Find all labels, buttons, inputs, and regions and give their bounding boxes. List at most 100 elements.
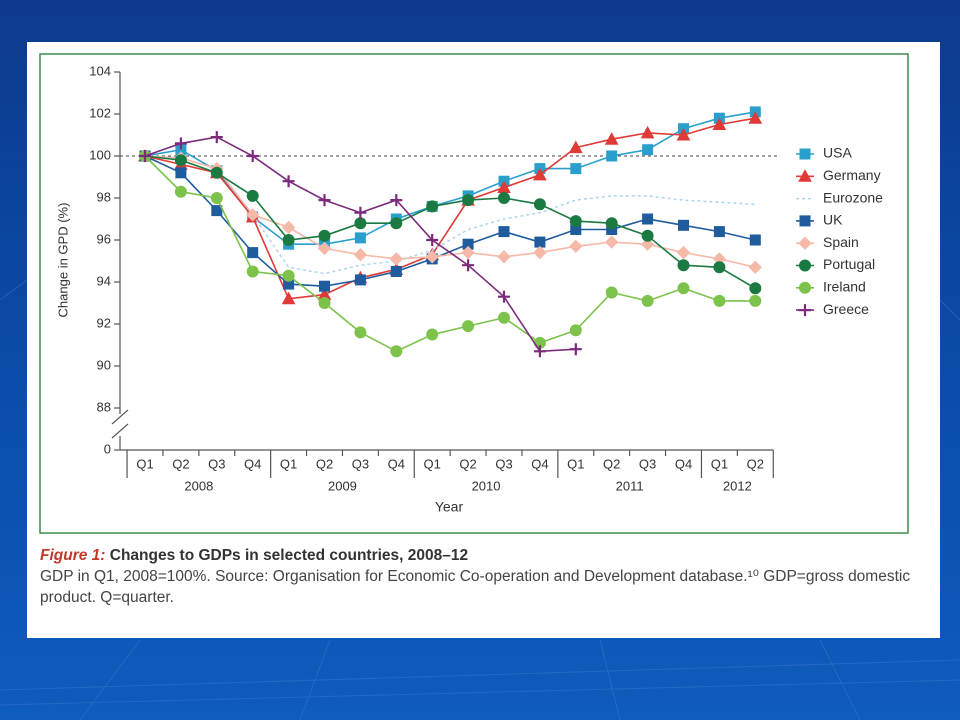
- point: [425, 250, 439, 264]
- point: [604, 235, 619, 249]
- point: [498, 290, 510, 303]
- point: [390, 266, 402, 277]
- point: [354, 274, 366, 286]
- point: [246, 150, 259, 162]
- x-tick-label: Q2: [172, 456, 189, 471]
- point: [713, 261, 726, 274]
- point: [749, 282, 762, 295]
- series-line: [144, 155, 756, 353]
- point: [319, 280, 330, 292]
- x-tick-label: Q1: [567, 456, 584, 471]
- legend-marker: [799, 259, 811, 272]
- point: [246, 265, 259, 278]
- y-tick-label: 102: [89, 105, 111, 120]
- point: [569, 324, 582, 337]
- point: [281, 220, 296, 235]
- point: [174, 185, 187, 198]
- x-tick-label: Q4: [244, 456, 261, 471]
- x-tick-label: Q3: [639, 456, 656, 471]
- legend-marker: [799, 281, 811, 294]
- legend-marker: [798, 169, 812, 182]
- point: [354, 326, 367, 339]
- x-tick-label: Q2: [316, 456, 333, 471]
- point: [533, 345, 546, 358]
- legend-label: USA: [823, 145, 852, 161]
- x-axis-label: Year: [435, 499, 464, 515]
- point: [210, 192, 223, 204]
- x-tick-label: Q3: [208, 456, 225, 471]
- series-line: [144, 111, 756, 245]
- point: [462, 320, 475, 333]
- point: [318, 229, 331, 242]
- legend-marker: [799, 215, 811, 227]
- year-label: 2010: [472, 478, 501, 493]
- point: [498, 226, 510, 238]
- x-tick-label: Q3: [495, 456, 512, 471]
- point: [498, 192, 510, 204]
- legend-label: Germany: [823, 167, 881, 183]
- point: [139, 150, 151, 162]
- caption-label: Figure 1:: [40, 547, 106, 564]
- x-tick-label: Q1: [711, 456, 728, 471]
- series-line: [144, 117, 756, 300]
- point: [534, 236, 546, 248]
- legend-label: Portugal: [823, 256, 875, 272]
- point: [676, 245, 691, 260]
- point: [390, 217, 403, 230]
- point: [174, 154, 187, 167]
- x-tick-label: Q2: [459, 456, 476, 471]
- legend-marker: [798, 236, 812, 250]
- x-tick-label: Q1: [280, 456, 297, 471]
- series-line: [144, 155, 756, 269]
- point: [210, 131, 223, 144]
- x-tick-label: Q4: [388, 456, 405, 471]
- point: [748, 111, 763, 124]
- point: [605, 217, 618, 230]
- point: [712, 117, 727, 130]
- point: [677, 259, 690, 272]
- point: [175, 167, 187, 179]
- point: [533, 245, 547, 260]
- y-tick-label: 104: [89, 63, 111, 78]
- chart-frame: [39, 53, 909, 534]
- point: [318, 194, 331, 207]
- point: [318, 297, 331, 309]
- legend-marker: [799, 148, 811, 160]
- series-line: [144, 155, 756, 275]
- point: [642, 144, 654, 156]
- point: [282, 175, 295, 188]
- legend-label: Eurozone: [823, 189, 883, 205]
- point: [354, 217, 367, 230]
- y-tick-label: 92: [97, 315, 111, 330]
- year-label: 2009: [328, 478, 357, 493]
- legend-marker: [799, 304, 811, 317]
- point: [353, 247, 368, 262]
- figure-panel: [27, 42, 940, 638]
- point: [245, 208, 260, 222]
- point: [678, 219, 689, 231]
- point: [354, 206, 367, 219]
- point: [640, 125, 655, 139]
- point: [210, 166, 223, 179]
- y-tick-label: 98: [97, 189, 111, 204]
- point: [498, 311, 510, 324]
- point: [641, 229, 654, 242]
- point: [461, 245, 475, 260]
- series-line: [144, 155, 756, 289]
- point: [713, 294, 726, 307]
- year-label: 2012: [723, 478, 752, 493]
- point: [462, 259, 475, 272]
- point: [569, 343, 582, 356]
- year-label: 2008: [184, 478, 213, 493]
- point: [570, 163, 582, 175]
- point: [568, 140, 583, 154]
- point: [642, 213, 654, 225]
- point: [749, 234, 761, 246]
- x-tick-label: Q1: [136, 456, 153, 471]
- point: [389, 252, 404, 266]
- x-tick-label: Q3: [352, 456, 369, 471]
- legend-label: Spain: [823, 234, 859, 250]
- x-tick-label: Q1: [424, 456, 441, 471]
- point: [317, 241, 332, 256]
